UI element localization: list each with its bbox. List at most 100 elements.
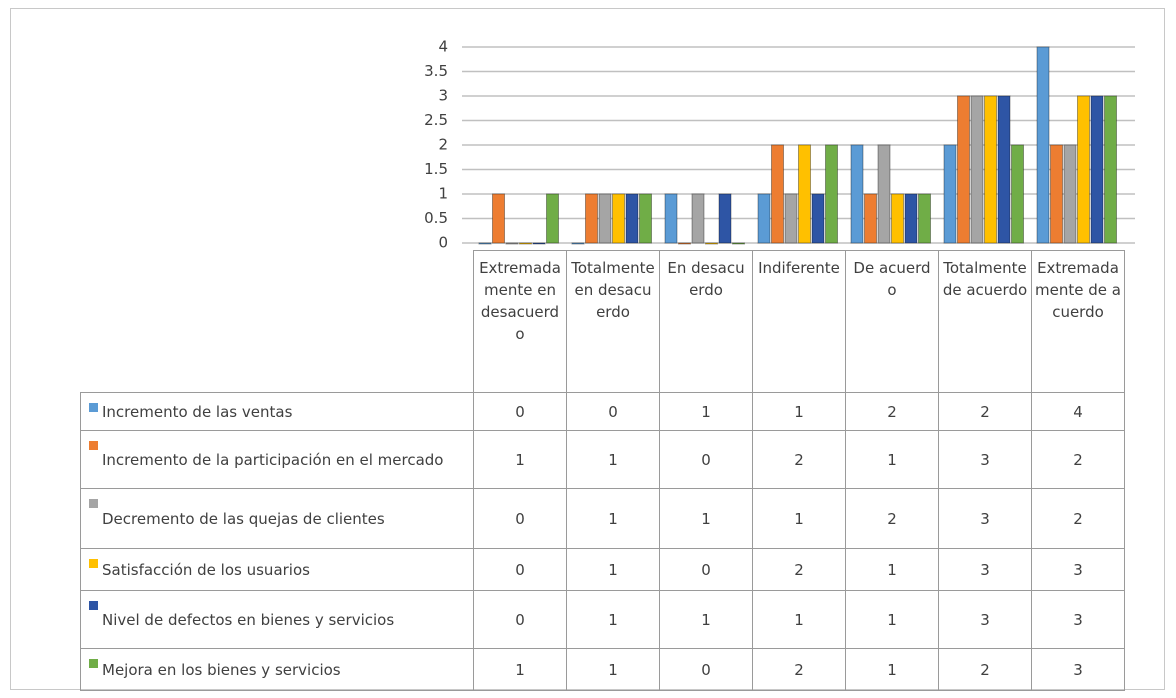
bar bbox=[732, 242, 745, 245]
table-value: 1 bbox=[659, 590, 753, 649]
bar bbox=[943, 144, 957, 244]
table-value: 2 bbox=[845, 488, 939, 549]
table-value: 1 bbox=[473, 648, 567, 691]
table-value: 3 bbox=[938, 488, 1032, 549]
legend-swatch bbox=[89, 441, 98, 450]
legend-label: Incremento de la participación en el mer… bbox=[102, 450, 444, 469]
bar bbox=[970, 95, 984, 244]
table-value: 1 bbox=[566, 548, 660, 591]
bar bbox=[850, 144, 864, 244]
bar bbox=[1090, 95, 1104, 244]
table-value: 1 bbox=[566, 430, 660, 489]
bar bbox=[811, 193, 825, 244]
table-value: 2 bbox=[1031, 488, 1125, 549]
table-value: 3 bbox=[938, 430, 1032, 489]
table-value: 1 bbox=[845, 430, 939, 489]
y-tick-label: 1.5 bbox=[424, 160, 448, 178]
bar bbox=[757, 193, 771, 244]
bar bbox=[1077, 95, 1090, 244]
y-tick-label: 2 bbox=[438, 136, 448, 154]
table-value: 1 bbox=[845, 548, 939, 591]
bar bbox=[505, 242, 519, 245]
table-value: 1 bbox=[473, 430, 567, 489]
bar bbox=[532, 242, 546, 245]
table-value: 2 bbox=[845, 392, 939, 431]
bar bbox=[997, 95, 1011, 244]
table-value: 1 bbox=[752, 488, 846, 549]
column-header: Extremadamente en desacuerdo bbox=[473, 250, 567, 393]
table-value: 2 bbox=[1031, 430, 1125, 489]
table-value: 4 bbox=[1031, 392, 1125, 431]
table-value: 1 bbox=[566, 648, 660, 691]
bar bbox=[546, 193, 559, 244]
legend-cell: Incremento de las ventas bbox=[80, 392, 474, 431]
legend-label: Mejora en los bienes y servicios bbox=[102, 660, 341, 679]
bar bbox=[705, 242, 718, 245]
table-value: 1 bbox=[752, 392, 846, 431]
y-tick-label: 2.5 bbox=[424, 111, 448, 129]
bar bbox=[585, 193, 598, 244]
bar bbox=[784, 193, 798, 244]
table-value: 2 bbox=[752, 430, 846, 489]
y-tick-label: 4 bbox=[438, 38, 448, 56]
table-value: 1 bbox=[845, 648, 939, 691]
bar bbox=[864, 193, 877, 244]
bar bbox=[825, 144, 838, 244]
legend-swatch bbox=[89, 601, 98, 610]
y-tick-label: 0.5 bbox=[424, 209, 448, 227]
bar bbox=[771, 144, 784, 244]
table-value: 0 bbox=[473, 488, 567, 549]
legend-cell: Satisfacción de los usuarios bbox=[80, 548, 474, 591]
column-header: Extremadamente de acuerdo bbox=[1031, 250, 1125, 393]
table-value: 2 bbox=[938, 392, 1032, 431]
bar bbox=[1063, 144, 1077, 244]
column-header: Indiferente bbox=[752, 250, 846, 393]
bar bbox=[957, 95, 970, 244]
legend-cell: Mejora en los bienes y servicios bbox=[80, 648, 474, 691]
bar bbox=[718, 193, 732, 244]
table-value: 1 bbox=[752, 590, 846, 649]
legend-cell: Decremento de las quejas de clientes bbox=[80, 488, 474, 549]
column-header: De acuerdo bbox=[845, 250, 939, 393]
bar bbox=[664, 193, 678, 244]
legend-swatch bbox=[89, 659, 98, 668]
table-value: 1 bbox=[566, 590, 660, 649]
bar bbox=[478, 242, 492, 245]
bar bbox=[492, 193, 505, 244]
bar bbox=[612, 193, 625, 244]
bar bbox=[1036, 46, 1050, 244]
bar bbox=[918, 193, 931, 244]
bar bbox=[798, 144, 811, 244]
y-tick-label: 0 bbox=[438, 234, 448, 252]
legend-cell: Incremento de la participación en el mer… bbox=[80, 430, 474, 489]
table-value: 1 bbox=[566, 488, 660, 549]
legend-swatch bbox=[89, 499, 98, 508]
table-value: 3 bbox=[938, 548, 1032, 591]
bar bbox=[639, 193, 652, 244]
chart-frame bbox=[10, 8, 1165, 690]
table-value: 2 bbox=[752, 648, 846, 691]
table-value: 3 bbox=[1031, 548, 1125, 591]
y-tick-label: 3.5 bbox=[424, 62, 448, 80]
legend-swatch bbox=[89, 403, 98, 412]
table-value: 0 bbox=[659, 548, 753, 591]
y-tick-label: 3 bbox=[438, 87, 448, 105]
legend-cell: Nivel de defectos en bienes y servicios bbox=[80, 590, 474, 649]
legend-label: Nivel de defectos en bienes y servicios bbox=[102, 610, 395, 629]
table-value: 3 bbox=[1031, 590, 1125, 649]
legend-label: Incremento de las ventas bbox=[102, 402, 293, 421]
legend-swatch bbox=[89, 559, 98, 568]
y-tick-label: 1 bbox=[438, 185, 448, 203]
bar bbox=[598, 193, 612, 244]
bar bbox=[1011, 144, 1024, 244]
table-value: 0 bbox=[566, 392, 660, 431]
bar bbox=[678, 242, 691, 245]
bar bbox=[1050, 144, 1063, 244]
table-value: 1 bbox=[845, 590, 939, 649]
bar bbox=[904, 193, 918, 244]
bar bbox=[877, 144, 891, 244]
column-header: Totalmente de acuerdo bbox=[938, 250, 1032, 393]
table-value: 0 bbox=[659, 648, 753, 691]
bar bbox=[891, 193, 904, 244]
